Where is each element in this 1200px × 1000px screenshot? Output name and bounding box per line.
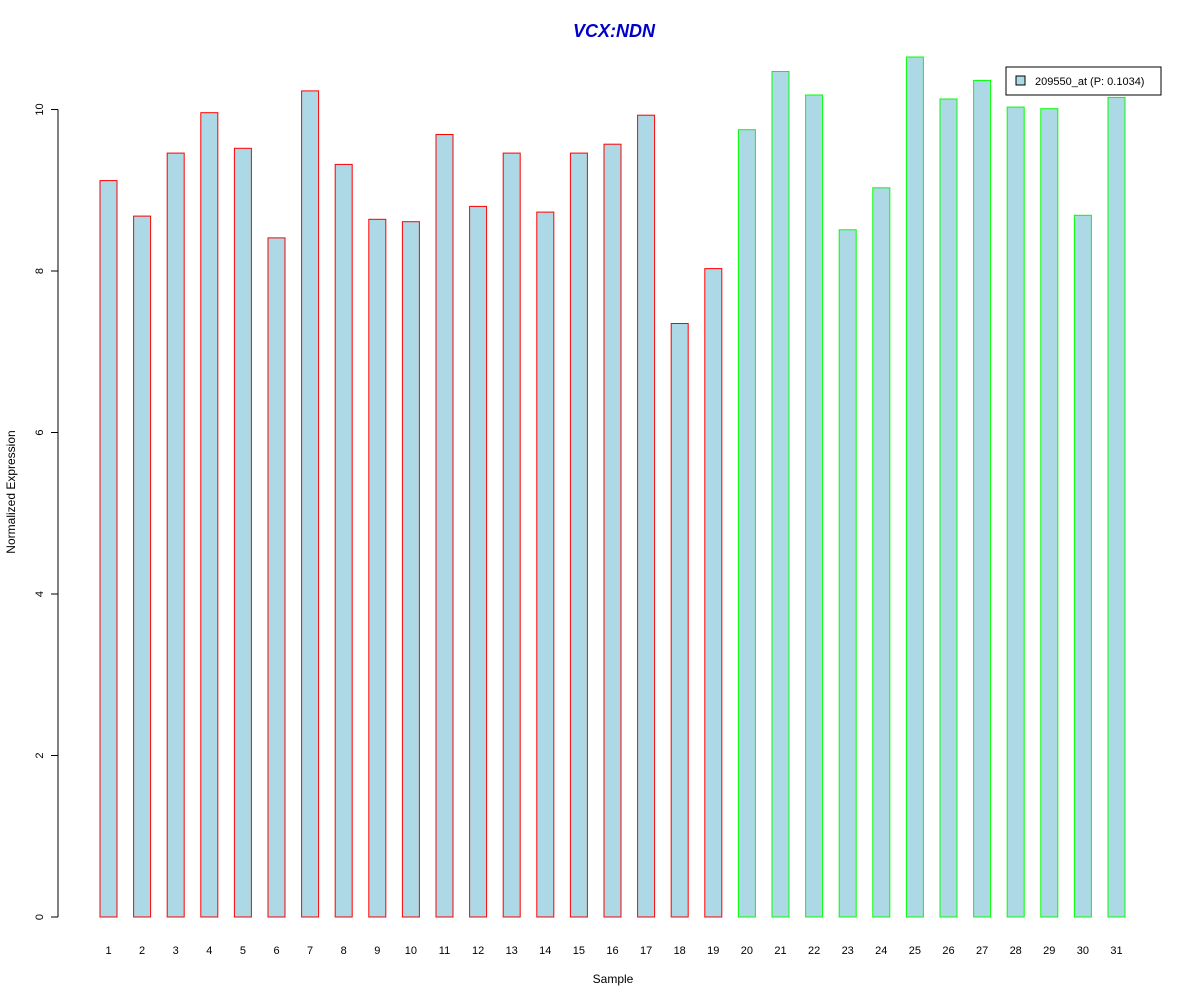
y-tick-label: 6: [34, 429, 46, 435]
x-tick-label: 16: [606, 945, 618, 957]
x-tick-label: 7: [307, 945, 313, 957]
x-tick-label: 18: [674, 945, 686, 957]
bar-sample-25: [905, 56, 924, 918]
x-tick-label: 15: [573, 945, 585, 957]
x-tick-label: 19: [707, 945, 719, 957]
x-tick-label: 20: [741, 945, 753, 957]
bar-sample-23: [838, 229, 857, 918]
x-tick-labels: 1 2 3 4 5 6 7 8 9 10 11 12 13 14 15 16 17 18 19 20 21 22 23 24 2…: [105, 945, 1122, 957]
x-tick-label: 28: [1010, 945, 1022, 957]
x-tick-label: 30: [1077, 945, 1089, 957]
bar-sample-20: [737, 129, 756, 918]
y-tick-label: 4: [34, 591, 46, 597]
x-tick-label: 29: [1043, 945, 1055, 957]
x-tick-label: 23: [842, 945, 854, 957]
x-tick-label: 4: [206, 945, 212, 957]
bar-sample-13: [502, 152, 521, 918]
bar-sample-9: [368, 218, 387, 918]
bar-sample-11: [435, 134, 454, 918]
y-tick-label: 10: [34, 103, 46, 115]
bar-sample-16: [603, 143, 622, 918]
x-tick-label: 6: [273, 945, 279, 957]
bar-sample-14: [536, 211, 555, 918]
x-tick-label: 11: [439, 945, 450, 957]
x-tick-label: 8: [341, 945, 347, 957]
x-tick-label: 12: [472, 945, 484, 957]
x-tick-label: 25: [909, 945, 921, 957]
bars-group: [99, 56, 1126, 918]
bar-sample-6: [267, 237, 286, 918]
y-tick-label: 2: [34, 752, 46, 758]
x-tick-label: 21: [774, 945, 786, 957]
x-tick-label: 22: [808, 945, 820, 957]
x-tick-label: 2: [139, 945, 145, 957]
legend-label: 209550_at (P: 0.1034): [1035, 76, 1144, 88]
bar-sample-29: [1040, 108, 1059, 918]
legend-box: [1005, 66, 1162, 96]
y-tick-label: 0: [34, 914, 46, 920]
bar-sample-24: [872, 187, 891, 918]
bar-sample-10: [401, 221, 420, 918]
x-tick-label: 1: [105, 945, 111, 957]
x-tick-label: 9: [374, 945, 380, 957]
bar-sample-21: [771, 71, 790, 918]
y-axis: 0 2 4 6 8 10: [34, 103, 59, 920]
legend: 209550_at (P: 0.1034): [1005, 66, 1162, 96]
x-tick-label: 26: [942, 945, 954, 957]
bar-sample-22: [805, 94, 824, 918]
bar-sample-1: [99, 180, 118, 918]
bar-sample-17: [637, 114, 656, 918]
x-tick-label: 13: [506, 945, 518, 957]
x-tick-label: 5: [240, 945, 246, 957]
y-tick-label: 8: [34, 268, 46, 274]
bar-sample-5: [233, 147, 252, 918]
bar-sample-4: [200, 112, 219, 918]
bar-sample-2: [133, 215, 152, 918]
bar-sample-30: [1073, 214, 1092, 918]
x-tick-label: 3: [173, 945, 179, 957]
chart-title: VCX:NDN: [573, 21, 656, 41]
x-tick-label: 17: [640, 945, 652, 957]
bar-sample-31: [1107, 96, 1126, 918]
bar-sample-19: [704, 268, 723, 918]
x-tick-label: 14: [539, 945, 551, 957]
x-tick-label: 31: [1110, 945, 1122, 957]
x-tick-label: 10: [405, 945, 417, 957]
bar-sample-18: [670, 323, 689, 918]
bar-sample-27: [973, 79, 992, 918]
x-tick-label: 24: [875, 945, 887, 957]
y-axis-title: Normalized Expression: [4, 430, 18, 553]
bar-sample-12: [469, 205, 488, 918]
bar-sample-15: [569, 152, 588, 918]
bar-sample-28: [1006, 106, 1025, 918]
bar-sample-26: [939, 98, 958, 918]
bar-sample-8: [334, 163, 353, 918]
bar-sample-3: [166, 152, 185, 918]
x-axis-title: Sample: [593, 972, 634, 986]
legend-swatch: [1015, 75, 1026, 86]
x-tick-label: 27: [976, 945, 988, 957]
bar-sample-7: [301, 90, 320, 918]
